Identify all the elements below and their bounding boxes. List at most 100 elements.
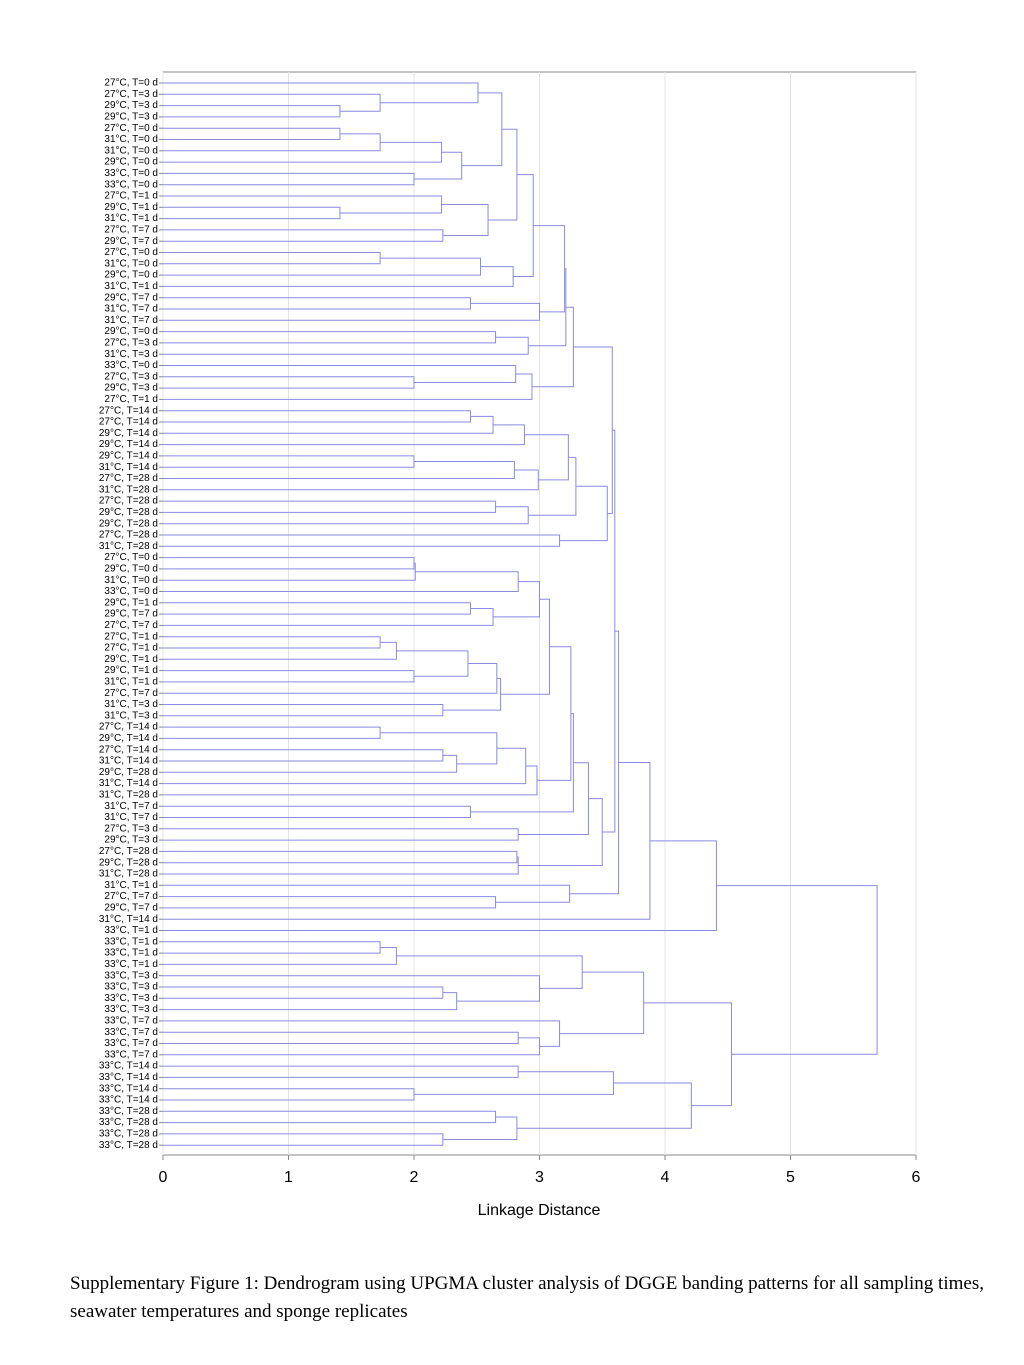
leaf-label: 29°C, T=7 d — [104, 903, 158, 914]
leaf-label: 27°C, T=0 d — [104, 247, 158, 258]
x-tick-label: 0 — [159, 1169, 168, 1186]
leaf-label: 33°C, T=3 d — [104, 1004, 158, 1015]
leaf-label: 29°C, T=0 d — [104, 157, 158, 168]
leaf-label: 27°C, T=3 d — [104, 371, 158, 382]
chart: Linkage Distance 0 1 2 3 4 5 627°C, T=0 d27°C,… — [99, 71, 921, 1219]
leaf-label: 31°C, T=1 d — [104, 677, 158, 688]
leaf-label: 29°C, T=28 d — [99, 507, 158, 518]
link — [163, 765, 538, 796]
link — [163, 1037, 540, 1056]
link — [163, 297, 471, 310]
link — [163, 1110, 497, 1124]
leaf-label: 29°C, T=14 d — [99, 733, 158, 744]
leaf-label: 29°C, T=1 d — [104, 654, 158, 665]
link — [518, 762, 589, 835]
leaf-label: 31°C, T=14 d — [99, 914, 158, 925]
leaf-label: 31°C, T=0 d — [104, 134, 158, 145]
link — [559, 485, 608, 542]
link — [163, 257, 482, 276]
leaf-label: 27°C, T=14 d — [99, 405, 158, 416]
link — [163, 946, 397, 965]
leaf-label: 29°C, T=3 d — [104, 112, 158, 123]
link — [163, 424, 525, 446]
link — [488, 128, 518, 221]
x-tick-label: 1 — [284, 1169, 293, 1186]
link — [163, 461, 515, 479]
link — [518, 798, 603, 867]
link — [500, 598, 551, 695]
leaf-label: 27°C, T=7 d — [104, 688, 158, 699]
link — [442, 1116, 518, 1141]
link — [163, 105, 341, 118]
link — [163, 331, 497, 344]
leaf-label: 31°C, T=7 d — [104, 801, 158, 812]
leaf-label: 31°C, T=28 d — [99, 790, 158, 801]
leaf-label: 33°C, T=0 d — [104, 168, 158, 179]
link — [163, 571, 519, 592]
leaf-label: 27°C, T=28 d — [99, 473, 158, 484]
leaf-label: 31°C, T=3 d — [104, 710, 158, 721]
leaf-label: 33°C, T=0 d — [104, 586, 158, 597]
link — [163, 373, 533, 400]
link — [163, 127, 341, 140]
link — [163, 229, 444, 242]
leaf-label: 27°C, T=3 d — [104, 89, 158, 100]
leaf-label: 31°C, T=3 d — [104, 699, 158, 710]
leaf-label: 33°C, T=28 d — [99, 1117, 158, 1128]
leaf-label: 33°C, T=1 d — [104, 936, 158, 947]
link — [163, 195, 443, 214]
link — [163, 884, 571, 903]
leaf-label: 29°C, T=7 d — [104, 236, 158, 247]
leaf-label: 29°C, T=1 d — [104, 597, 158, 608]
leaf-label: 29°C, T=0 d — [104, 564, 158, 575]
link — [441, 203, 489, 237]
link — [163, 141, 443, 163]
leaf-label: 33°C, T=0 d — [104, 360, 158, 371]
leaf-label: 27°C, T=0 d — [104, 78, 158, 89]
leaf-label: 27°C, T=1 d — [104, 394, 158, 405]
leaf-label: 29°C, T=0 d — [104, 326, 158, 337]
leaf-label: 33°C, T=14 d — [99, 1083, 158, 1094]
leaf-label: 31°C, T=14 d — [99, 778, 158, 789]
link — [163, 805, 471, 818]
x-axis-label: Linkage Distance — [478, 1202, 601, 1219]
leaf-label: 31°C, T=7 d — [104, 812, 158, 823]
leaf-label: 27°C, T=1 d — [104, 631, 158, 642]
leaf-label: 31°C, T=0 d — [104, 258, 158, 269]
caption: Supplementary Figure 1: Dendrogram using… — [70, 1273, 984, 1322]
leaf-label: 27°C, T=3 d — [104, 338, 158, 349]
link — [163, 747, 527, 785]
x-tick-label: 4 — [661, 1169, 670, 1186]
link — [573, 346, 613, 514]
leaf-label: 29°C, T=7 d — [104, 609, 158, 620]
link — [163, 506, 529, 525]
leaf-label: 27°C, T=0 d — [104, 552, 158, 563]
link — [716, 885, 878, 1055]
leaf-label: 27°C, T=7 d — [104, 620, 158, 631]
link — [163, 607, 494, 626]
leaf-label: 27°C, T=14 d — [99, 417, 158, 428]
link — [513, 174, 534, 278]
leaf-label: 27°C, T=28 d — [99, 530, 158, 541]
link — [163, 941, 381, 954]
leaf-label: 31°C, T=14 d — [99, 462, 158, 473]
leaf-label: 27°C, T=14 d — [99, 744, 158, 755]
link — [163, 266, 514, 287]
leaf-label: 31°C, T=28 d — [99, 541, 158, 552]
link — [163, 896, 497, 909]
leaf-label: 33°C, T=3 d — [104, 993, 158, 1004]
link — [163, 252, 381, 265]
leaf-label: 31°C, T=28 d — [99, 869, 158, 880]
leaf-label: 29°C, T=14 d — [99, 439, 158, 450]
leaf-label: 29°C, T=14 d — [99, 451, 158, 462]
link — [559, 971, 645, 1035]
link — [163, 1065, 519, 1078]
link — [163, 500, 497, 513]
leaf-label: 29°C, T=28 d — [99, 518, 158, 529]
leaf-label: 29°C, T=1 d — [104, 202, 158, 213]
leaf-label: 29°C, T=28 d — [99, 857, 158, 868]
link — [163, 704, 444, 717]
link — [536, 646, 572, 781]
leaf-label: 27°C, T=1 d — [104, 191, 158, 202]
link — [524, 434, 569, 481]
